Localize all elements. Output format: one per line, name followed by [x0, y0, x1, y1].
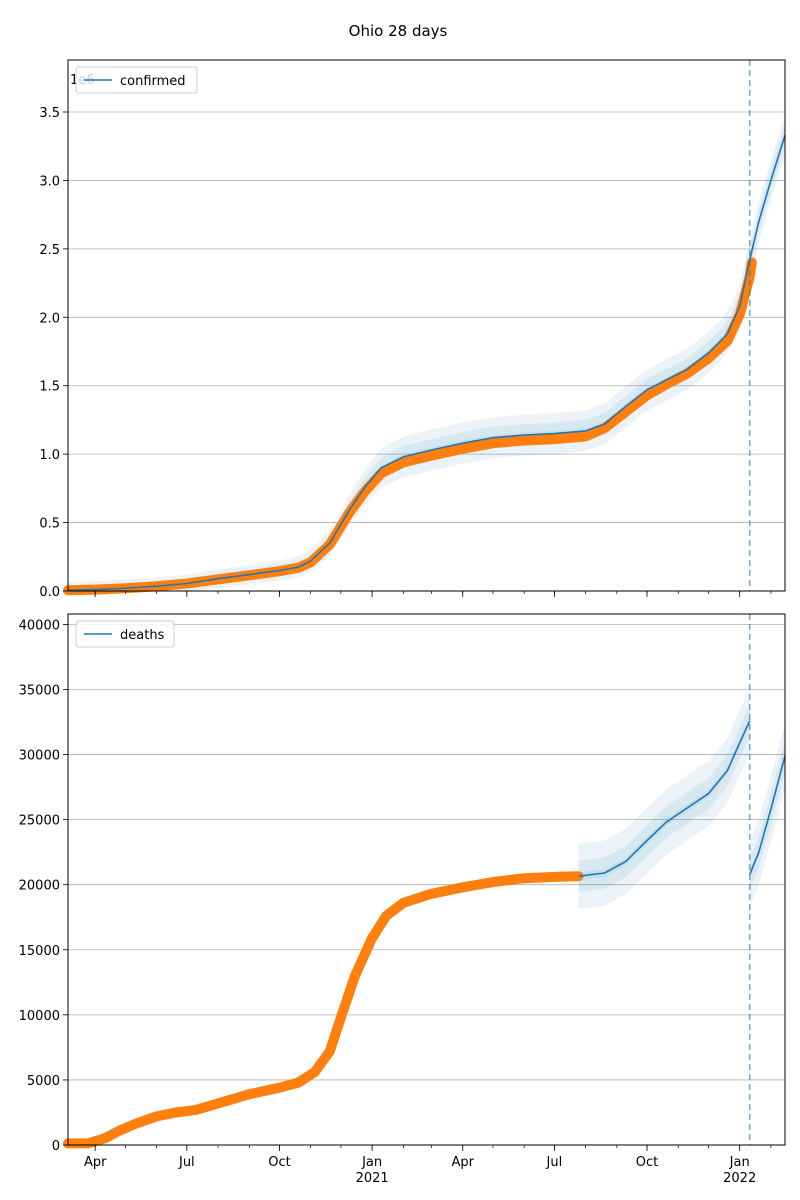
deaths-y-tick-label: 30000 [19, 749, 60, 764]
deaths-uncertainty-band [749, 723, 785, 907]
deaths-grid [68, 624, 785, 1146]
confirmed-axes-border [67, 59, 786, 592]
confirmed-legend-box [75, 66, 198, 94]
x-tick-year-label: 2022 [723, 1171, 756, 1186]
confirmed-y-tick-label: 2.0 [39, 311, 60, 326]
confirmed-grid [68, 111, 785, 592]
confirmed-legend-label: confirmed [120, 74, 186, 89]
deaths-y-tick-label: 25000 [19, 814, 60, 829]
x-tick-label: Oct [268, 1155, 290, 1170]
confirmed-y-tick-label: 0.0 [39, 585, 60, 600]
confirmed-y-tick-label: 3.0 [39, 174, 60, 189]
deaths-y-tick-label: 35000 [19, 683, 60, 698]
x-tick-label: Oct [636, 1155, 658, 1170]
x-tick-label: Jul [178, 1155, 195, 1170]
deaths-bands [578, 688, 785, 909]
deaths-model-line [578, 720, 751, 877]
deaths-y-tick-label: 10000 [19, 1009, 60, 1024]
x-tick-label: Jan [729, 1155, 750, 1170]
deaths-y-tick-label: 5000 [27, 1074, 60, 1089]
confirmed-y-tick-label: 2.5 [39, 243, 60, 258]
deaths-legend-box [75, 620, 175, 648]
deaths-model-line [749, 755, 786, 875]
deaths-uncertainty-band [749, 740, 785, 890]
deaths-y-axis: 0 5000 10000 15000 20000 25000 30000 35000 40000 [19, 618, 68, 1154]
x-tick-label: Jan [361, 1155, 382, 1170]
deaths-panel: 0 5000 10000 15000 20000 25000 30000 35000 40000… [19, 613, 786, 1186]
deaths-y-tick-label: 0 [52, 1139, 60, 1154]
deaths-y-tick-label: 15000 [19, 944, 60, 959]
confirmed-y-tick-label: 1.0 [39, 448, 60, 463]
figure-title: Ohio 28 days [349, 22, 448, 40]
confirmed-y-axis: 0.0 0.5 1.0 1.5 2.0 2.5 3.0 3.5 [39, 106, 68, 600]
deaths-observed-series [63, 871, 584, 1149]
confirmed-y-tick-label: 1.5 [39, 380, 60, 395]
deaths-model-series [578, 720, 786, 877]
x-tick-label: Apr [84, 1155, 107, 1170]
deaths-y-tick-label: 40000 [19, 618, 60, 633]
deaths-observed-line [63, 871, 584, 1149]
deaths-axes-border [67, 613, 786, 1146]
deaths-y-tick-label: 20000 [19, 879, 60, 894]
deaths-legend-label: deaths [120, 628, 165, 643]
confirmed-axes-frame [67, 59, 786, 592]
confirmed-observed-line [63, 257, 757, 596]
confirmed-y-tick-label: 0.5 [39, 517, 60, 532]
deaths-uncertainty-band [578, 705, 750, 892]
deaths-axes-frame [67, 613, 786, 1146]
deaths-legend: deaths [75, 620, 175, 648]
x-tick-label: Jul [546, 1155, 563, 1170]
confirmed-legend: confirmed [75, 66, 198, 94]
confirmed-x-axis [94, 591, 772, 597]
confirmed-model-series [67, 135, 786, 592]
x-tick-label: Apr [452, 1155, 475, 1170]
confirmed-model-line [67, 135, 786, 592]
confirmed-panel: 0.00.51.01.52.02.53.03.5 1e6 confirmed [39, 59, 786, 600]
confirmed-bands [68, 114, 785, 592]
x-tick-year-label: 2021 [356, 1171, 389, 1186]
deaths-uncertainty-band [578, 688, 750, 909]
confirmed-observed-series [63, 257, 757, 596]
confirmed-uncertainty-band [68, 114, 785, 591]
confirmed-y-tick-label: 3.5 [39, 106, 60, 121]
